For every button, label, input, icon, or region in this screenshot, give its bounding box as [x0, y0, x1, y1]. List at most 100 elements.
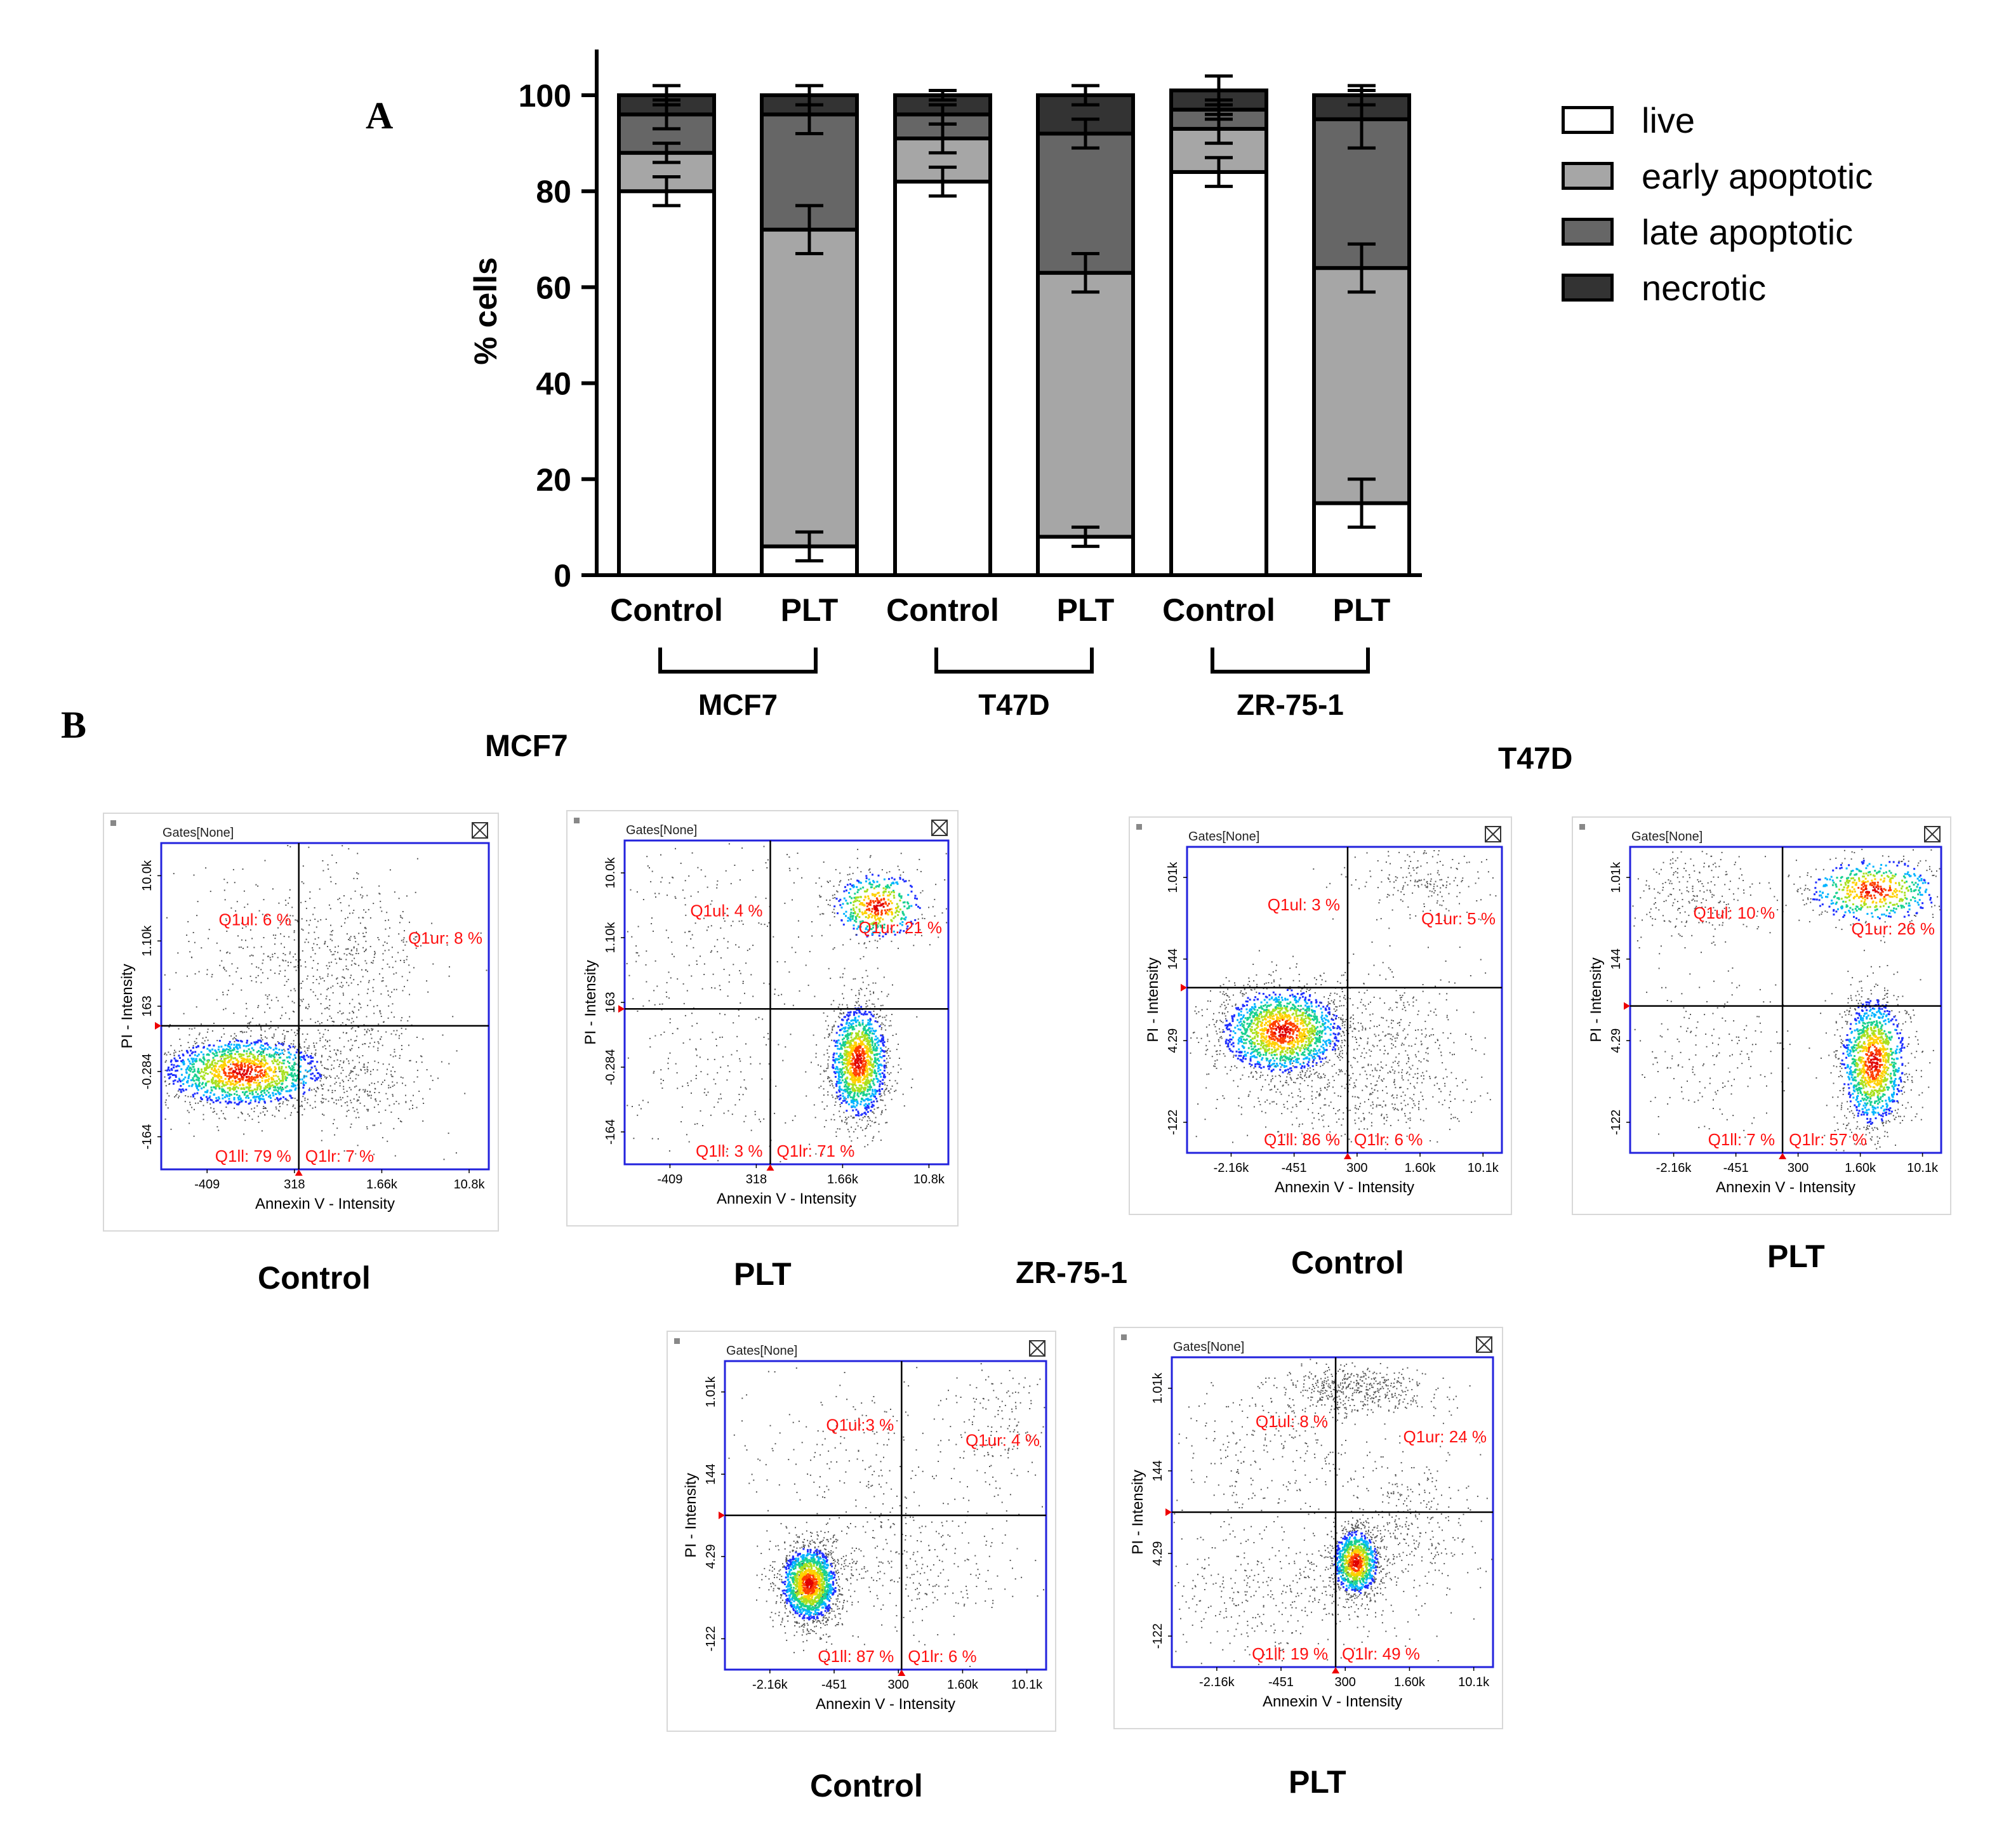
legend-swatch-necrotic	[1562, 274, 1614, 302]
quadrant-label-ul: Q1ul: 4 %	[690, 901, 762, 920]
group-bracket	[934, 648, 1094, 674]
flow-label-zr-control: Control	[810, 1768, 923, 1804]
gate-marker-icon	[1343, 1153, 1351, 1159]
x-category-label: PLT	[1057, 592, 1115, 628]
y-tick-label: 144	[1166, 948, 1180, 969]
close-icon	[1029, 1340, 1045, 1357]
y-tick-label: 1.10k	[140, 925, 154, 957]
bar-segment-live	[893, 180, 992, 577]
quadrant-label-ul: Q1ul: 6 %	[219, 910, 291, 929]
section-title-t47d: T47D	[1498, 742, 1573, 776]
quadrant-label-ur: Q1ur: 24 %	[1403, 1427, 1487, 1446]
panel-handle-icon	[1121, 1334, 1127, 1340]
y-tick-label: 10.0k	[140, 860, 154, 891]
gate-marker-icon	[1332, 1667, 1340, 1673]
panel-label-a: A	[366, 95, 394, 136]
y-tick-label: 1.01k	[1151, 1372, 1165, 1404]
y-tick-label: 10.0k	[604, 857, 618, 889]
y-tick-label: 60	[536, 270, 571, 305]
event-dots	[1190, 850, 1497, 1150]
y-tick-label: 144	[1609, 948, 1623, 969]
quadrant-label-ll: Q1ll: 19 %	[1252, 1644, 1328, 1663]
quadrant-label-lr: Q1lr: 6 %	[1354, 1130, 1423, 1149]
y-tick-label: -0.284	[140, 1053, 154, 1089]
bar-segment-live	[617, 189, 716, 577]
y-tick-label: -122	[704, 1626, 718, 1651]
flow-plot-mcf7-plt: Gates[None] Q1ul: 4 % Q1ur: 21 % Q1ll: 3 % Q…	[567, 811, 957, 1225]
x-category-label: Control	[610, 592, 723, 628]
y-tick-label: -164	[604, 1119, 618, 1145]
x-tick-label: 10.1k	[1907, 1161, 1939, 1175]
flow-plot-svg: Gates[None] Q1ul:3 % Q1ur: 4 % Q1ll: 87 % Q1…	[674, 1338, 1047, 1713]
quadrant-label-ur: Q1ur: 26 %	[1851, 919, 1935, 938]
group-bracket	[1211, 648, 1370, 674]
event-dots	[1173, 1359, 1492, 1665]
legend-swatch-late-apoptotic	[1562, 218, 1614, 246]
gates-label: Gates[None]	[626, 823, 697, 837]
x-tick-label: 318	[746, 1173, 767, 1187]
y-tick-label: 1.01k	[1609, 861, 1623, 893]
y-tick-label: 40	[536, 366, 571, 402]
close-icon	[1924, 826, 1941, 842]
quadrant-label-ur: Q1ur: 8 %	[408, 928, 482, 947]
y-tick-label: 163	[140, 995, 154, 1016]
close-icon	[931, 820, 948, 836]
event-dots	[1632, 849, 1941, 1152]
quadrant-label-ll: Q1ll: 87 %	[818, 1647, 894, 1666]
gate-marker-icon	[766, 1164, 774, 1171]
flow-plot-svg: Gates[None] Q1ul: 6 % Q1ur: 8 % Q1ll: 79 % Q…	[110, 820, 490, 1213]
close-icon-stroke	[931, 820, 948, 836]
close-icon	[472, 822, 488, 839]
event-dots	[164, 845, 488, 1160]
x-tick-label: 10.8k	[913, 1173, 945, 1187]
plot-frame	[1629, 846, 1942, 1154]
legend-item-necrotic: necrotic	[1562, 260, 1873, 316]
legend-item-early-apoptotic: early apoptotic	[1562, 148, 1873, 204]
plot-frame	[160, 842, 490, 1171]
y-tick-label: 1.01k	[1166, 861, 1180, 893]
quadrant-label-ll: Q1ll: 3 %	[696, 1141, 763, 1160]
section-title-mcf7: MCF7	[485, 729, 568, 763]
x-axis-label: Annexin V - Intensity	[1263, 1693, 1402, 1710]
legend-label-live: live	[1642, 100, 1696, 140]
close-icon-stroke	[1029, 1340, 1045, 1357]
panel-label-b: B	[61, 704, 87, 746]
flow-plot-zr-control: Gates[None] Q1ul:3 % Q1ur: 4 % Q1ll: 87 % Q1…	[668, 1332, 1055, 1731]
flow-plot-svg: Gates[None] Q1ul: 3 % Q1ur: 5 % Q1ll: 86 % Q…	[1136, 824, 1503, 1196]
y-tick-label: 1.10k	[604, 922, 618, 954]
y-tick-label: -122	[1151, 1623, 1165, 1649]
quadrant-label-ul: Q1ul: 3 %	[1268, 895, 1340, 914]
quadrant-label-ll: Q1ll: 7 %	[1708, 1130, 1775, 1149]
quadrant-label-lr: Q1lr: 7 %	[305, 1147, 374, 1166]
x-tick-label: -451	[1723, 1161, 1749, 1175]
flow-label-mcf7-plt: PLT	[734, 1256, 792, 1292]
x-tick-label: 10.8k	[454, 1178, 486, 1192]
x-tick-label: 1.60k	[1405, 1161, 1437, 1175]
y-axis-label: % cells	[468, 257, 503, 365]
y-tick-label: 80	[536, 174, 571, 209]
x-tick-label: 1.66k	[366, 1178, 398, 1192]
chart-legend: live early apoptotic late apoptotic necr…	[1562, 92, 1873, 316]
y-tick-label: 20	[536, 462, 571, 498]
legend-label-necrotic: necrotic	[1642, 267, 1767, 308]
x-axis-label: Annexin V - Intensity	[1275, 1179, 1414, 1196]
x-category-label: Control	[886, 592, 999, 628]
flow-plot-svg: Gates[None] Q1ul: 10 % Q1ur: 26 % Q1ll: 7 %…	[1579, 824, 1942, 1196]
group-bracket	[658, 648, 818, 674]
quadrant-label-lr: Q1lr: 71 %	[777, 1141, 855, 1160]
bar-segment-live	[1169, 170, 1268, 577]
event-dots	[728, 1363, 1045, 1667]
legend-item-live: live	[1562, 92, 1873, 148]
flow-plot-t47d-plt: Gates[None] Q1ul: 10 % Q1ur: 26 % Q1ll: 7 %…	[1573, 818, 1950, 1214]
x-category-label: PLT	[781, 592, 839, 628]
x-tick-label: 10.1k	[1458, 1675, 1490, 1689]
x-tick-label: 300	[1346, 1161, 1367, 1175]
gates-label: Gates[None]	[1173, 1340, 1244, 1354]
y-tick-label: 100	[519, 78, 571, 114]
x-category-label: PLT	[1333, 592, 1391, 628]
flow-plot-zr-plt: Gates[None] Q1ul: 8 % Q1ur: 24 % Q1ll: 19 %…	[1115, 1328, 1502, 1728]
flow-plot-svg: Gates[None] Q1ul: 4 % Q1ur: 21 % Q1ll: 3 % Q…	[574, 818, 950, 1207]
x-tick-label: 1.60k	[1394, 1675, 1426, 1689]
quadrant-label-ur: Q1ur: 4 %	[966, 1431, 1040, 1450]
x-axis-label: Annexin V - Intensity	[255, 1195, 395, 1213]
